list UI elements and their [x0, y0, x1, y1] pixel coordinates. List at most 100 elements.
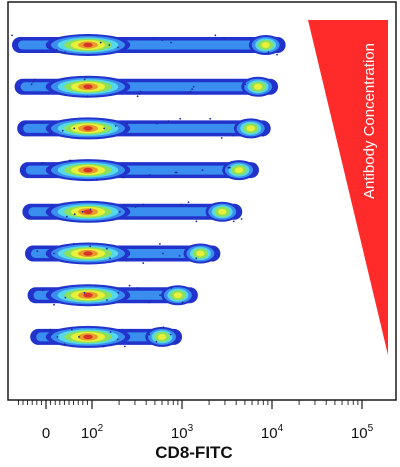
- population-row: [19, 159, 260, 182]
- event-dot: [89, 245, 92, 248]
- event-dot: [41, 162, 44, 164]
- event-dot: [187, 201, 190, 204]
- event-dot: [20, 132, 23, 135]
- event-dot: [276, 53, 278, 56]
- event-dot: [242, 85, 245, 88]
- event-dot: [148, 333, 151, 336]
- event-dot: [254, 164, 257, 167]
- event-dot: [162, 252, 164, 255]
- event-dot: [156, 122, 159, 125]
- negative-population-contour: [83, 251, 93, 256]
- event-dot: [148, 174, 151, 176]
- event-dot: [136, 287, 139, 289]
- event-dot: [72, 243, 75, 245]
- negative-population-contour: [83, 84, 93, 89]
- event-dot: [83, 291, 86, 294]
- event-dot: [63, 343, 66, 345]
- event-dot: [195, 257, 198, 260]
- x-tick-label: 105: [351, 423, 374, 442]
- event-dot: [227, 166, 230, 169]
- event-dot: [102, 345, 105, 348]
- event-dot: [49, 328, 52, 331]
- population-row: [17, 117, 271, 140]
- positive-population-contour: [253, 83, 263, 90]
- event-dot: [170, 41, 172, 44]
- positive-population-contour: [218, 208, 227, 215]
- event-dot: [192, 85, 195, 88]
- positive-population-contour: [196, 250, 205, 257]
- negative-population-contour: [83, 334, 93, 340]
- x-tick-label: 102: [81, 423, 104, 442]
- event-dot: [55, 48, 58, 51]
- event-dot: [32, 81, 35, 83]
- event-dot: [114, 125, 117, 127]
- event-dot: [244, 83, 247, 86]
- antibody-concentration-annotation: Antibody Concentration: [308, 20, 388, 355]
- x-tick-label: 103: [171, 423, 194, 442]
- event-dot: [94, 284, 97, 287]
- event-dot: [116, 338, 119, 341]
- event-dot: [152, 36, 155, 39]
- event-dot: [169, 333, 172, 336]
- event-dot: [223, 36, 225, 39]
- event-dot: [108, 44, 111, 46]
- x-axis-ticks: [17, 400, 363, 409]
- event-dot: [179, 203, 182, 206]
- event-dot: [70, 328, 73, 331]
- event-dot: [175, 171, 178, 174]
- event-dot: [103, 127, 106, 130]
- event-dot: [209, 117, 212, 120]
- event-dot: [56, 336, 59, 338]
- positive-population-contour: [246, 125, 255, 132]
- event-dot: [83, 78, 86, 81]
- event-dot: [64, 296, 67, 299]
- population-row: [30, 325, 183, 348]
- event-dot: [61, 129, 64, 132]
- event-dot: [86, 95, 89, 98]
- event-dot: [65, 215, 68, 218]
- event-dot: [191, 88, 194, 90]
- event-dot: [142, 262, 145, 264]
- event-dot: [139, 90, 142, 93]
- population-rows: [11, 34, 286, 348]
- event-dot: [170, 287, 173, 289]
- negative-population-contour: [83, 42, 93, 48]
- event-dot: [53, 303, 55, 306]
- event-dot: [134, 206, 137, 208]
- positive-population-contour: [234, 167, 244, 174]
- population-row: [22, 200, 243, 223]
- negative-population-contour: [83, 292, 93, 298]
- population-row: [14, 75, 279, 98]
- event-dot: [81, 210, 84, 213]
- event-dot: [73, 213, 76, 216]
- event-dot: [211, 259, 214, 262]
- event-dot: [121, 176, 124, 179]
- event-dot: [30, 83, 33, 86]
- event-dot: [42, 162, 45, 164]
- event-dot: [89, 208, 92, 211]
- event-dot: [228, 166, 231, 169]
- event-dot: [179, 117, 182, 120]
- event-dot: [30, 296, 33, 299]
- event-dot: [73, 127, 76, 130]
- event-dot: [189, 90, 192, 93]
- event-dot: [122, 176, 125, 179]
- x-axis-title: CD8-FITC: [155, 443, 232, 462]
- event-dot: [118, 210, 121, 213]
- x-tick-label: 104: [261, 423, 284, 442]
- event-dot: [28, 215, 31, 218]
- positive-population-contour: [157, 333, 167, 340]
- event-dot: [232, 220, 235, 223]
- event-dot: [220, 137, 223, 139]
- concentration-label: Antibody Concentration: [361, 43, 378, 199]
- event-dot: [105, 247, 108, 250]
- event-dot: [126, 122, 129, 125]
- event-dot: [68, 159, 71, 162]
- event-dot: [99, 41, 102, 44]
- event-dot: [267, 51, 270, 54]
- event-dot: [176, 340, 179, 343]
- positive-population-contour: [261, 42, 270, 48]
- population-row: [11, 34, 286, 56]
- event-dot: [142, 203, 145, 206]
- negative-population-contour: [83, 126, 93, 131]
